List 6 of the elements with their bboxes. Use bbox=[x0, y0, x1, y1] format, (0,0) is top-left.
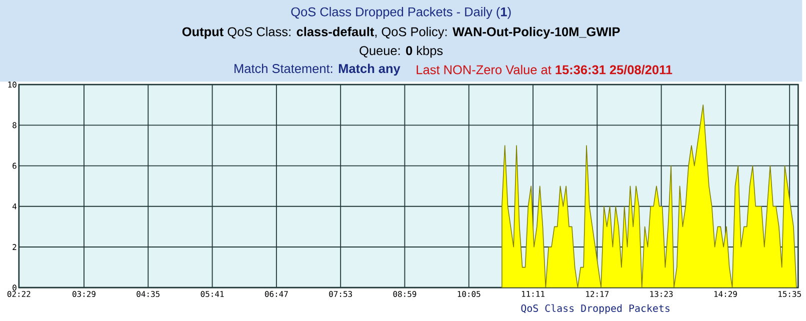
x-axis-title: QoS Class Dropped Packets bbox=[521, 304, 670, 314]
text: Match Statement: Match any bbox=[234, 64, 400, 76]
text: Queue: 0 kbps bbox=[360, 46, 443, 58]
text: Last NON-Zero Value at 15:36:31 25/08/2011 bbox=[416, 64, 672, 74]
chart-subtitle: Output QoS Class: class-default, QoS Policy: WAN-Out-Policy-10M_GWIP bbox=[182, 26, 620, 39]
chart-title: QoS Class Dropped Packets - Daily (1) bbox=[291, 6, 511, 19]
